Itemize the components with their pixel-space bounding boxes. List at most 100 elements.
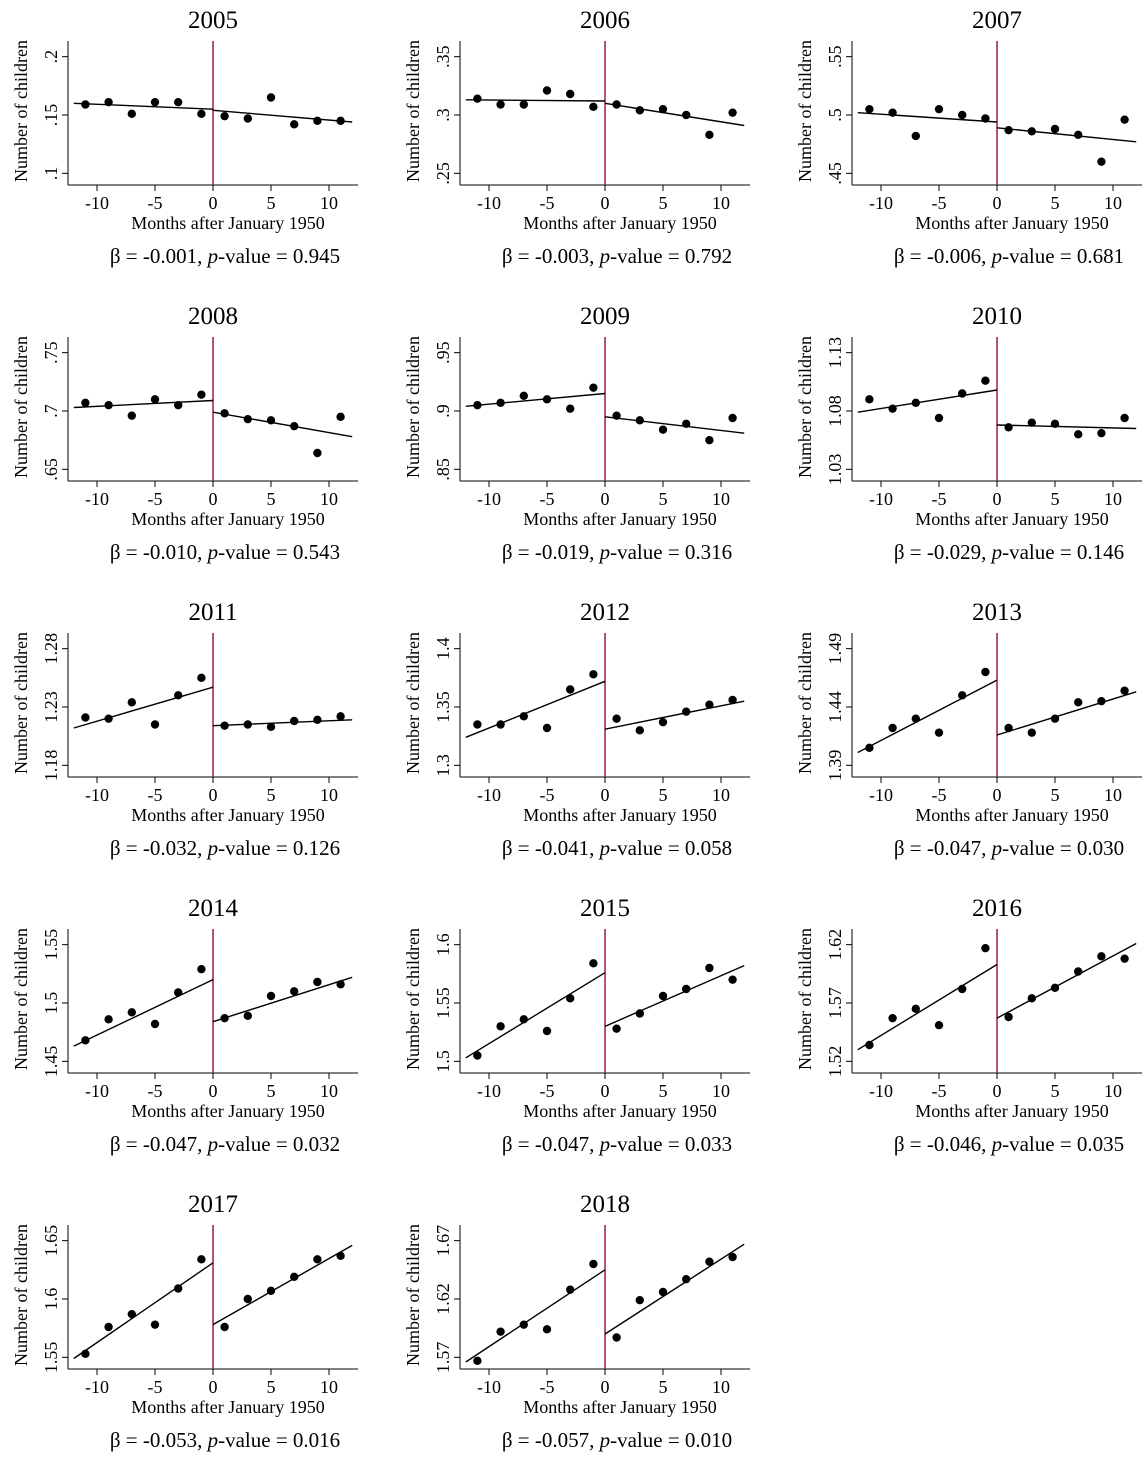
data-point [1097, 952, 1106, 961]
p-value-label: -value = 0.030 [1002, 836, 1124, 860]
x-tick-label: 10 [1104, 1081, 1122, 1101]
stat-caption: β = -0.032, p-value = 0.126 [110, 836, 340, 860]
x-tick-label: -5 [148, 785, 163, 805]
data-point [127, 109, 136, 119]
panel-2014: 2014 -10 -5 0 5 10 1.45 1.5 1.55 Number of childr… [0, 888, 382, 1184]
y-tick-label: 1.23 [41, 691, 61, 723]
data-point [290, 120, 299, 129]
data-point [728, 108, 737, 117]
data-point [290, 1272, 299, 1282]
data-point [705, 1257, 714, 1266]
data-point [612, 411, 621, 420]
data-point [1050, 419, 1060, 429]
x-tick-label: 0 [601, 193, 610, 213]
data-point [958, 110, 967, 120]
data-point [705, 130, 714, 140]
p-letter: p [206, 1132, 219, 1156]
x-tick-label: 5 [659, 785, 668, 805]
data-point [934, 413, 944, 423]
data-point [1004, 1012, 1013, 1022]
data-point [473, 94, 482, 103]
fit-line-right [604, 1243, 745, 1335]
chart-title: 2013 [972, 599, 1022, 626]
fit-line-right [212, 719, 353, 727]
data-point [658, 717, 668, 727]
data-point [519, 1320, 528, 1329]
data-point [150, 720, 160, 729]
p-letter: p [990, 836, 1003, 860]
y-axis-label: Number of children [11, 928, 31, 1070]
x-tick-label: -5 [540, 193, 555, 213]
y-axis-label: Number of children [11, 1224, 31, 1366]
data-point [174, 97, 183, 107]
fit-line-right [996, 424, 1137, 430]
x-tick-label: -5 [148, 1081, 163, 1101]
data-point [150, 1320, 160, 1329]
data-point [313, 116, 322, 126]
y-tick-label: 1.5 [41, 992, 61, 1015]
x-axis-label: Months after January 1950 [131, 509, 324, 529]
fit-line-right [212, 976, 353, 1023]
x-tick-label: -5 [148, 193, 163, 213]
fit-line-left [857, 963, 998, 1051]
data-point [635, 416, 644, 425]
data-point [1050, 124, 1060, 134]
p-value-label: -value = 0.032 [218, 1132, 340, 1156]
data-point [658, 991, 668, 1001]
x-tick-label: 10 [712, 489, 730, 509]
data-point [1120, 686, 1129, 695]
data-point [981, 667, 990, 677]
panel-2007: 2007 -10 -5 0 5 10 .45 .5 .55 Number of children M… [784, 0, 1145, 296]
chart-svg: 2012 -10 -5 0 5 10 1.3 1.35 1.4 Number of childre… [403, 599, 750, 860]
p-letter: p [206, 836, 219, 860]
x-tick-label: -5 [148, 489, 163, 509]
data-point [958, 389, 967, 398]
stat-caption: β = -0.046, p-value = 0.035 [894, 1132, 1124, 1156]
p-letter: p [598, 540, 611, 564]
x-tick-label: 5 [267, 785, 276, 805]
beta-label: β = -0.047, [502, 1132, 600, 1156]
data-point [127, 411, 136, 420]
data-point [127, 1008, 136, 1017]
y-axis-label: Number of children [795, 928, 815, 1070]
data-point [473, 1051, 482, 1060]
fit-line-left [465, 1269, 606, 1363]
x-tick-label: -10 [477, 193, 501, 213]
p-letter: p [206, 540, 219, 564]
data-point [865, 1040, 874, 1050]
panel-2005: 2005 -10 -5 0 5 10 .1 .15 .2 Number of children Mo… [0, 0, 382, 296]
x-tick-label: 0 [601, 785, 610, 805]
data-point [888, 404, 897, 413]
x-tick-label: -10 [477, 489, 501, 509]
y-tick-label: 1.28 [41, 633, 61, 665]
stat-caption: β = -0.019, p-value = 0.316 [502, 540, 732, 564]
data-point [81, 100, 90, 109]
x-tick-label: -5 [540, 785, 555, 805]
x-tick-label: -5 [932, 193, 947, 213]
data-point [958, 691, 967, 700]
x-tick-label: -5 [932, 489, 947, 509]
y-tick-label: 1.52 [825, 1046, 845, 1078]
y-tick-label: 1.4 [433, 637, 453, 660]
y-axis-label: Number of children [795, 40, 815, 182]
data-point [290, 421, 299, 431]
p-value-label: -value = 0.945 [218, 244, 340, 268]
data-point [682, 707, 691, 716]
data-point [728, 1252, 737, 1262]
p-value-label: -value = 0.792 [610, 244, 732, 268]
x-tick-label: 5 [659, 489, 668, 509]
data-point [542, 1325, 552, 1334]
y-tick-label: .3 [433, 108, 453, 122]
y-tick-label: .55 [825, 45, 845, 68]
data-point [728, 975, 737, 984]
fit-line-left [857, 389, 998, 413]
chart-svg: 2017 -10 -5 0 5 10 1.55 1.6 1.65 Number of childr… [11, 1191, 358, 1452]
beta-label: β = -0.006, [894, 244, 992, 268]
y-tick-label: 1.55 [433, 987, 453, 1019]
x-axis-label: Months after January 1950 [523, 1101, 716, 1121]
x-tick-label: -10 [477, 1377, 501, 1397]
x-tick-label: -10 [869, 193, 893, 213]
x-tick-label: -10 [85, 193, 109, 213]
data-point [150, 1019, 160, 1029]
x-tick-label: 5 [267, 193, 276, 213]
